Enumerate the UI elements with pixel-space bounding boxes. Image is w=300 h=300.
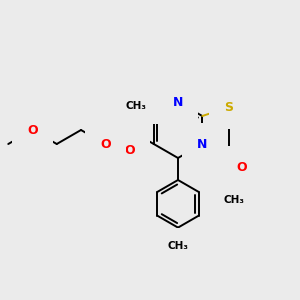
Text: O: O <box>27 124 38 136</box>
Text: O: O <box>236 161 247 174</box>
Text: N: N <box>197 137 207 151</box>
Text: O: O <box>100 137 111 151</box>
Text: O: O <box>124 143 135 157</box>
Text: CH₃: CH₃ <box>167 241 188 250</box>
Text: CH₃: CH₃ <box>224 195 244 205</box>
Text: CH₃: CH₃ <box>126 101 147 111</box>
Text: N: N <box>173 95 183 109</box>
Text: S: S <box>224 101 233 114</box>
